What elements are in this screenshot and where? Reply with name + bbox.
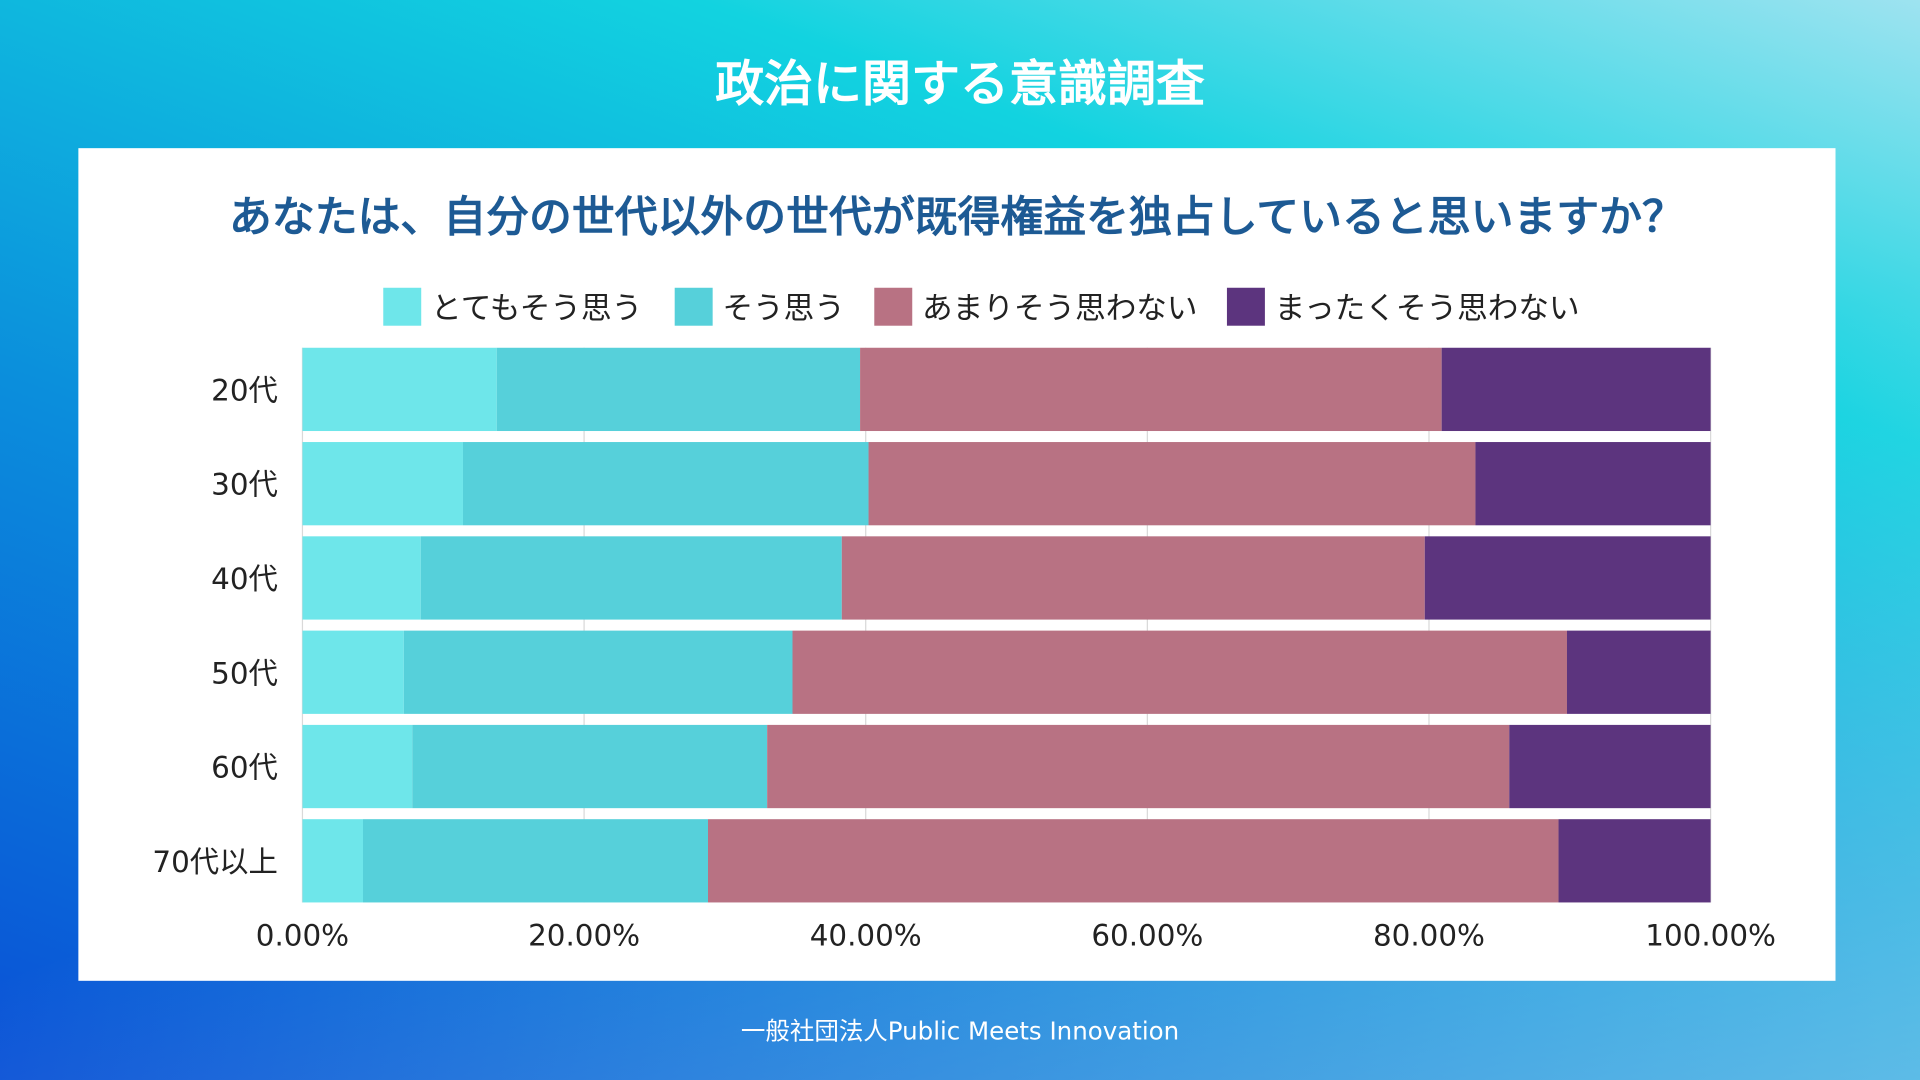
bar-segment	[462, 442, 869, 526]
legend-label: とてもそう思う	[431, 291, 642, 326]
x-tick-label: 100.00%	[1645, 918, 1776, 952]
x-tick-label: 20.00%	[528, 918, 640, 952]
legend-swatch	[674, 287, 713, 326]
x-tick-label: 80.00%	[1373, 918, 1485, 952]
legend-label: そう思う	[722, 291, 844, 326]
bar-segment	[302, 536, 421, 620]
bar-segment	[302, 724, 413, 809]
legend-swatch	[383, 287, 422, 326]
legend-label: あまりそう思わない	[922, 291, 1197, 326]
category-label: 50代	[211, 656, 278, 690]
x-tick-label: 40.00%	[810, 918, 922, 952]
page-title: 政治に関する意識調査	[715, 56, 1205, 113]
legend-swatch	[874, 287, 913, 326]
chart-card: あなたは、自分の世代以外の世代が既得権益を独占していると思いますか？ 0.00%…	[78, 148, 1836, 981]
category-label: 60代	[211, 751, 278, 785]
bar-segment	[363, 819, 709, 903]
x-tick-label: 60.00%	[1091, 918, 1203, 952]
legend-label: まったくそう思わない	[1275, 291, 1580, 326]
legend-swatch	[1226, 287, 1265, 326]
bar-segment	[1566, 630, 1711, 714]
bar-segment	[302, 630, 404, 714]
bar-segment	[1441, 347, 1711, 432]
bar-segment	[496, 347, 861, 432]
bar-segment	[302, 819, 364, 903]
bar-segment	[792, 630, 1567, 714]
bar-segment	[1424, 536, 1711, 620]
bar-segment	[302, 442, 463, 526]
bar-segment	[302, 347, 497, 432]
category-label: 70代以上	[152, 845, 278, 879]
category-label: 40代	[211, 562, 278, 596]
footer-organization: 一般社団法人Public Meets Innovation	[740, 1016, 1180, 1046]
bar-segment	[860, 347, 1442, 432]
x-tick-label: 0.00%	[256, 918, 349, 952]
bar-segment	[403, 630, 793, 714]
bar-segment	[412, 724, 768, 809]
stacked-bar-chart: 0.00% 20.00% 40.00% 60.00% 80.00% 100.00% とてもそ…	[152, 287, 1776, 952]
bar-segment	[841, 536, 1425, 620]
bar-segment	[1509, 724, 1711, 809]
bar-segment	[868, 442, 1476, 526]
category-label: 20代	[211, 373, 278, 407]
bar-segment	[1475, 442, 1711, 526]
bar-segment	[420, 536, 842, 620]
bar-segment	[1558, 819, 1711, 903]
bar-segment	[767, 724, 1510, 809]
category-label: 30代	[211, 468, 278, 502]
chart-title: あなたは、自分の世代以外の世代が既得権益を独占していると思いますか？	[228, 193, 1685, 243]
bar-segment	[708, 819, 1559, 903]
